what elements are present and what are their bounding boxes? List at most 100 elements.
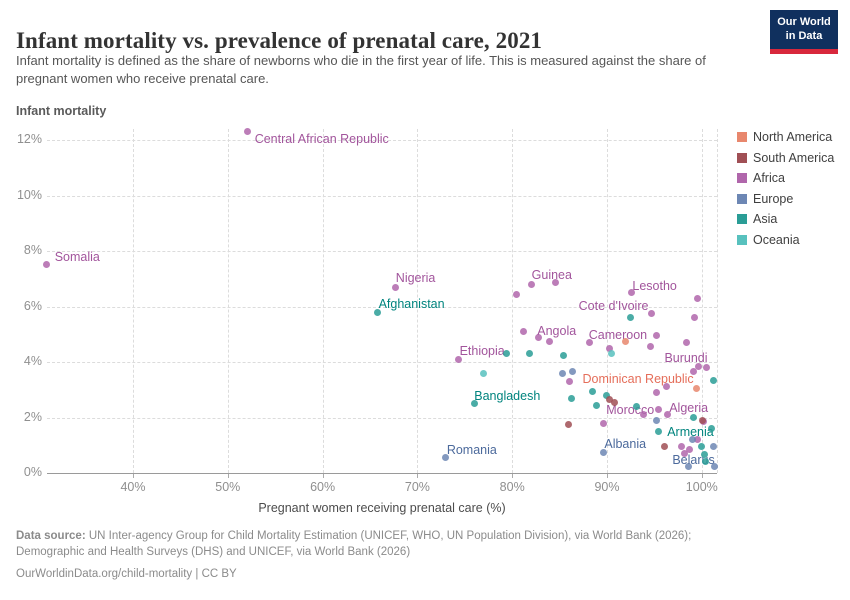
- legend-label-north-america: North America: [753, 130, 833, 144]
- legend-swatch-south-america: [737, 152, 747, 163]
- data-point[interactable]: [627, 314, 635, 322]
- gridline-vertical: [512, 129, 514, 473]
- data-point[interactable]: [639, 411, 647, 419]
- gridline-vertical: [227, 129, 229, 473]
- legend-item-asia[interactable]: Asia: [737, 212, 834, 226]
- y-tick-label: 6%: [23, 298, 42, 313]
- data-point[interactable]: [608, 350, 616, 358]
- data-point[interactable]: [652, 389, 660, 397]
- data-point-afghanistan[interactable]: [374, 308, 382, 316]
- data-point[interactable]: [689, 414, 697, 421]
- data-point[interactable]: [652, 416, 660, 424]
- data-point[interactable]: [709, 443, 717, 451]
- data-point[interactable]: [593, 401, 601, 409]
- data-point-cote-d-ivoire[interactable]: [648, 309, 656, 317]
- data-point[interactable]: [661, 443, 669, 451]
- data-point[interactable]: [611, 398, 619, 406]
- footer: Data source: UN Inter-agency Group for C…: [16, 528, 761, 582]
- legend-label-africa: Africa: [753, 171, 785, 185]
- x-tick-mark: [417, 474, 419, 478]
- data-point[interactable]: [663, 383, 671, 391]
- data-point[interactable]: [681, 450, 689, 458]
- data-point[interactable]: [693, 436, 701, 444]
- data-point-cameroon[interactable]: [586, 339, 594, 347]
- data-point[interactable]: [707, 425, 715, 433]
- data-point[interactable]: [621, 337, 629, 345]
- data-point[interactable]: [685, 445, 693, 453]
- data-point-dominican-republic[interactable]: [692, 384, 700, 392]
- gridline-horizontal: [47, 251, 717, 252]
- data-point-belarus[interactable]: [685, 462, 693, 470]
- data-point[interactable]: [559, 351, 567, 359]
- data-point-romania[interactable]: [442, 454, 450, 462]
- data-point-lesotho[interactable]: [628, 289, 636, 297]
- data-point[interactable]: [545, 337, 553, 345]
- data-point[interactable]: [558, 369, 566, 377]
- data-point[interactable]: [569, 368, 577, 376]
- data-point-ethiopia[interactable]: [454, 355, 462, 363]
- data-point[interactable]: [589, 387, 597, 395]
- country-label-afghanistan: Afghanistan: [378, 297, 445, 312]
- data-point[interactable]: [632, 402, 640, 410]
- data-point-albania[interactable]: [599, 448, 607, 456]
- data-point-guinea[interactable]: [552, 279, 560, 287]
- country-label-angola: Angola: [537, 324, 577, 339]
- legend-item-north-america[interactable]: North America: [737, 130, 834, 144]
- data-point[interactable]: [690, 314, 698, 322]
- legend-item-south-america[interactable]: South America: [737, 151, 834, 165]
- owid-logo[interactable]: Our World in Data: [770, 10, 838, 54]
- data-point[interactable]: [703, 364, 711, 372]
- data-point[interactable]: [568, 394, 576, 402]
- data-point[interactable]: [688, 436, 696, 444]
- data-point-morocco[interactable]: [599, 419, 607, 427]
- legend-item-oceania[interactable]: Oceania: [737, 233, 834, 247]
- data-point-somalia[interactable]: [43, 261, 51, 269]
- data-point-algeria[interactable]: [664, 411, 672, 419]
- legend-swatch-africa: [737, 173, 747, 183]
- gridline-horizontal: [47, 306, 717, 308]
- data-point[interactable]: [565, 377, 573, 385]
- legend-swatch-europe: [737, 193, 747, 204]
- data-point[interactable]: [709, 376, 717, 384]
- data-point[interactable]: [702, 458, 710, 466]
- country-label-armenia: Armenia: [667, 425, 714, 440]
- data-point[interactable]: [698, 443, 706, 451]
- country-label-cameroon: Cameroon: [588, 327, 648, 342]
- data-point[interactable]: [699, 416, 707, 424]
- x-tick-label: 100%: [685, 480, 718, 494]
- data-point[interactable]: [654, 405, 662, 413]
- data-point[interactable]: [652, 332, 660, 340]
- data-point[interactable]: [564, 420, 572, 428]
- y-tick-label: 10%: [16, 187, 42, 202]
- data-point-armenia[interactable]: [654, 427, 662, 435]
- data-point-angola[interactable]: [535, 333, 543, 341]
- x-axis-line: [47, 473, 717, 474]
- country-label-algeria: Algeria: [669, 400, 709, 415]
- data-point[interactable]: [683, 339, 691, 347]
- data-point[interactable]: [527, 280, 535, 288]
- data-point[interactable]: [606, 344, 614, 352]
- data-point[interactable]: [513, 290, 521, 298]
- country-label-cote-d-ivoire: Cote d'Ivoire: [578, 299, 649, 314]
- data-point[interactable]: [689, 368, 697, 376]
- gridline-vertical: [607, 129, 608, 473]
- data-point-bangladesh[interactable]: [470, 400, 478, 408]
- data-point[interactable]: [480, 369, 488, 377]
- data-point[interactable]: [710, 462, 718, 470]
- permalink-link[interactable]: OurWorldinData.org/child-mortality: [16, 568, 193, 581]
- data-point[interactable]: [606, 395, 614, 403]
- data-point[interactable]: [678, 443, 686, 451]
- data-point-nigeria[interactable]: [392, 283, 400, 291]
- data-point[interactable]: [520, 327, 528, 335]
- data-point-burundi[interactable]: [694, 362, 702, 370]
- data-point[interactable]: [525, 350, 533, 358]
- data-point[interactable]: [701, 451, 709, 459]
- data-point[interactable]: [602, 391, 610, 399]
- x-tick-label: 50%: [215, 480, 241, 494]
- legend-item-africa[interactable]: Africa: [737, 171, 834, 185]
- data-point[interactable]: [503, 350, 510, 358]
- data-point[interactable]: [647, 343, 655, 351]
- data-point[interactable]: [693, 294, 701, 302]
- data-point-central-african-republic[interactable]: [244, 128, 252, 136]
- legend-item-europe[interactable]: Europe: [737, 192, 834, 206]
